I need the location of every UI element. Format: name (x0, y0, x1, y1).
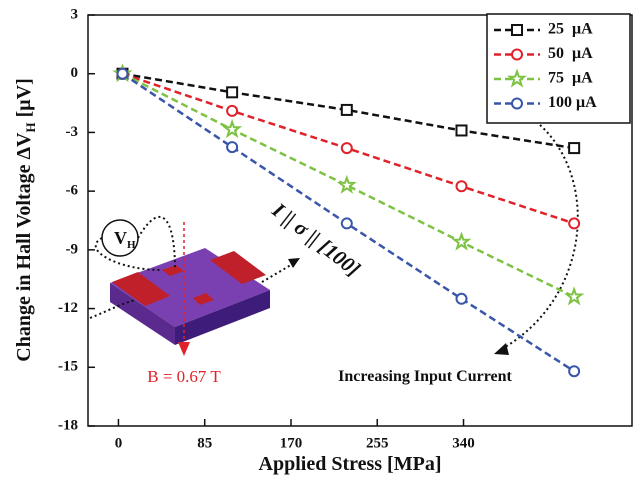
legend-marker (511, 24, 523, 36)
y-tick-label: -9 (66, 241, 79, 257)
marker (455, 124, 468, 137)
y-label-main: Change in Hall Voltage ΔV (13, 132, 35, 362)
marker (455, 292, 468, 305)
y-tick-label: 3 (71, 6, 79, 22)
legend-box (486, 13, 631, 124)
y-tick-label: -3 (66, 124, 79, 140)
y-tick-label: 0 (71, 65, 79, 81)
series-line (121, 72, 575, 298)
plot-frame (87, 14, 633, 427)
legend-label: 100 μA (548, 94, 597, 111)
y-tick-label: -15 (58, 359, 78, 375)
marker (568, 142, 581, 155)
legend-label: 50 μA (548, 45, 593, 62)
legend-label: 25 μA (548, 21, 593, 38)
marker (568, 217, 581, 230)
direction-label: I || σ || [100] (267, 197, 365, 281)
marker (568, 365, 581, 378)
marker (564, 286, 585, 306)
y-tick-label: -6 (66, 183, 79, 199)
current-label: Increasing Input Current (338, 368, 512, 385)
x-tick-label: 0 (115, 435, 123, 451)
legend-label: 75 μA (548, 70, 593, 87)
probe-sub: H (127, 239, 136, 251)
legend-marker (511, 48, 523, 61)
marker (451, 231, 472, 251)
x-tick-label: 255 (366, 435, 389, 451)
marker (226, 141, 239, 154)
marker (340, 142, 353, 155)
x-tick-label: 85 (197, 435, 212, 451)
marker (226, 86, 239, 99)
probe-label: VH (114, 228, 136, 251)
y-tick-label: -18 (58, 417, 78, 433)
y-axis-label: Change in Hall Voltage ΔVH [μV] (13, 78, 38, 361)
y-label-sub: H (23, 122, 38, 132)
marker (222, 118, 243, 139)
marker (340, 217, 353, 230)
probe-v: V (114, 228, 127, 248)
marker (340, 103, 353, 116)
x-tick-label: 340 (452, 435, 475, 451)
marker (455, 180, 468, 193)
x-axis-label: Applied Stress [MPa] (259, 453, 442, 475)
field-label: B = 0.67 T (147, 367, 221, 386)
legend-marker (507, 68, 527, 88)
y-label-unit: [μV] (13, 78, 35, 122)
marker (116, 67, 129, 80)
marker (336, 174, 357, 194)
device-illustration (89, 124, 579, 356)
marker (226, 104, 239, 117)
legend-marker (511, 97, 523, 110)
x-tick-label: 170 (280, 435, 303, 451)
y-tick-label: -12 (58, 300, 78, 316)
